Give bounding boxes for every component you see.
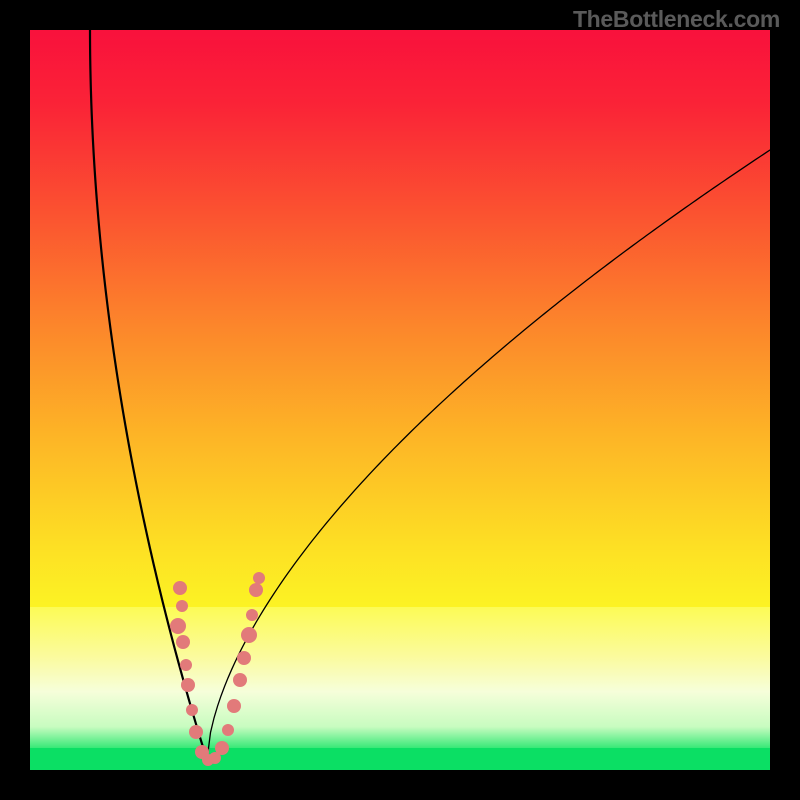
data-dot (253, 572, 265, 584)
gradient-background (30, 30, 770, 770)
data-dot (186, 704, 198, 716)
data-dot (215, 741, 229, 755)
chart-outer-frame: TheBottleneck.com (0, 0, 800, 800)
data-dot (233, 673, 247, 687)
data-dot (227, 699, 241, 713)
data-dot (241, 627, 257, 643)
data-dot (176, 600, 188, 612)
data-dot (176, 635, 190, 649)
data-dot (170, 618, 186, 634)
data-dot (222, 724, 234, 736)
data-dot (237, 651, 251, 665)
data-dot (181, 678, 195, 692)
data-dot (249, 583, 263, 597)
watermark-text: TheBottleneck.com (573, 6, 780, 33)
data-dot (180, 659, 192, 671)
data-dot (173, 581, 187, 595)
data-dot (246, 609, 258, 621)
plot-area (30, 30, 770, 770)
data-dot (189, 725, 203, 739)
plot-svg (30, 30, 770, 770)
